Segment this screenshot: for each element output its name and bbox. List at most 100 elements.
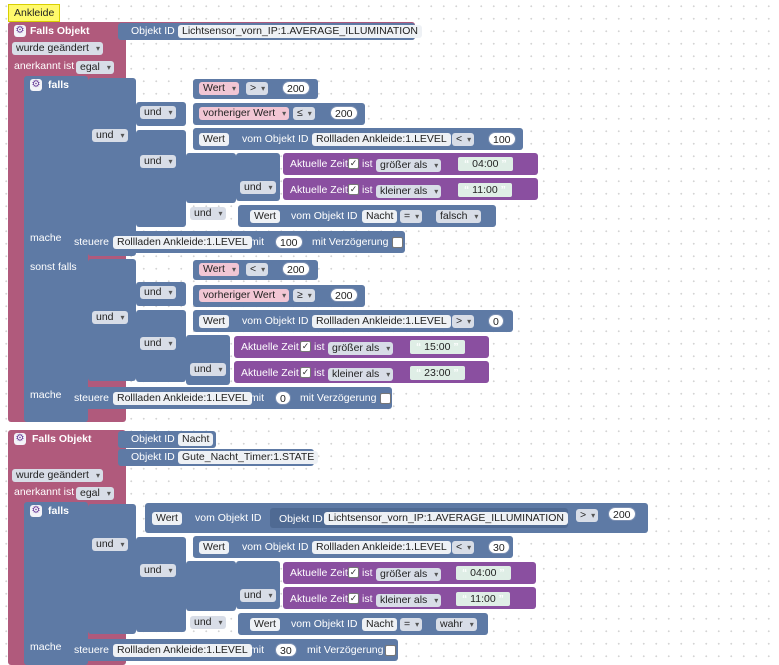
gear-icon[interactable]: ⚙ <box>14 25 26 37</box>
comparison-dropdown[interactable]: größer als <box>376 159 442 172</box>
number-input[interactable]: 0 <box>275 391 291 405</box>
comparison-dropdown[interactable]: größer als <box>328 342 394 355</box>
object-id-field[interactable]: Rollladen Ankleide:1.LEVEL <box>312 315 451 328</box>
logic-and-dropdown[interactable]: und <box>140 106 176 119</box>
ack-dropdown[interactable]: egal <box>76 487 114 500</box>
value-field[interactable]: Wert <box>152 512 182 525</box>
number-input[interactable]: 200 <box>330 288 358 302</box>
logic-and-dropdown[interactable]: und <box>92 129 128 142</box>
checkbox-icon[interactable]: ✓ <box>348 184 359 195</box>
workspace-title[interactable]: Ankleide <box>8 4 61 22</box>
time-input[interactable]: “ 15:00 ” <box>410 340 465 354</box>
from-object-label: vom Objekt ID <box>291 210 358 222</box>
object-id-field[interactable]: Rollladen Ankleide:1.LEVEL <box>113 392 252 405</box>
logic-and-dropdown[interactable]: und <box>140 337 176 350</box>
mache-label: mache <box>30 232 62 244</box>
value-field[interactable]: Wert <box>199 541 229 554</box>
previous-value-dropdown[interactable]: vorheriger Wert <box>199 107 290 120</box>
number-input[interactable]: 200 <box>282 81 310 95</box>
boolean-dropdown[interactable]: falsch <box>436 210 482 223</box>
checkbox-icon[interactable]: ✓ <box>300 341 311 352</box>
objekt-id-label: Objekt ID <box>279 513 323 525</box>
from-object-label: vom Objekt ID <box>291 618 358 630</box>
number-input[interactable]: 100 <box>488 132 516 146</box>
gear-icon[interactable]: ⚙ <box>14 433 26 445</box>
operator-dropdown[interactable]: = <box>400 618 423 631</box>
operator-dropdown[interactable]: > <box>452 315 475 328</box>
object-id-field[interactable]: Rollladen Ankleide:1.LEVEL <box>113 644 252 657</box>
operator-dropdown[interactable]: > <box>246 82 269 95</box>
gear-icon[interactable]: ⚙ <box>30 79 42 91</box>
operator-dropdown[interactable]: ≤ <box>293 107 315 120</box>
logic-and-dropdown[interactable]: und <box>92 311 128 324</box>
object-id-field[interactable]: Rollladen Ankleide:1.LEVEL <box>312 541 451 554</box>
logic-and-dropdown[interactable]: und <box>92 538 128 551</box>
comparison-dropdown[interactable]: größer als <box>376 568 442 581</box>
with-label: mit <box>250 392 264 404</box>
previous-value-dropdown[interactable]: vorheriger Wert <box>199 289 290 302</box>
operator-dropdown[interactable]: < <box>246 263 269 276</box>
object-id-field[interactable]: Lichtsensor_vorn_IP:1.AVERAGE_ILLUMINATI… <box>324 512 568 525</box>
operator-dropdown[interactable]: < <box>452 133 475 146</box>
time-input[interactable]: “ 04:00 ” <box>458 157 513 171</box>
logic-and-dropdown[interactable]: und <box>140 564 176 577</box>
operator-dropdown[interactable]: < <box>452 541 475 554</box>
logic-and-dropdown[interactable]: und <box>240 589 276 602</box>
ist-label: ist <box>362 184 373 196</box>
delay-checkbox[interactable] <box>385 645 396 656</box>
comparison-dropdown[interactable]: kleiner als <box>376 594 442 607</box>
operator-dropdown[interactable]: ≥ <box>293 289 315 302</box>
mache-label: mache <box>30 389 62 401</box>
checkbox-icon[interactable]: ✓ <box>348 567 359 578</box>
object-id-field[interactable]: Lichtsensor_vorn_IP:1.AVERAGE_ILLUMINATI… <box>178 25 422 38</box>
delay-checkbox[interactable] <box>380 393 391 404</box>
ack-dropdown[interactable]: egal <box>76 61 114 74</box>
object-id-field[interactable]: Nacht <box>362 618 398 631</box>
number-input[interactable]: 100 <box>275 235 303 249</box>
value-dropdown[interactable]: Wert <box>199 82 239 95</box>
comparison-dropdown[interactable]: kleiner als <box>328 368 394 381</box>
boolean-dropdown[interactable]: wahr <box>436 618 477 631</box>
number-input[interactable]: 200 <box>282 262 310 276</box>
delay-checkbox[interactable] <box>392 237 403 248</box>
value-field[interactable]: Wert <box>250 618 280 631</box>
gear-icon[interactable]: ⚙ <box>30 505 42 517</box>
logic-and-dropdown[interactable]: und <box>240 181 276 194</box>
objekt-id-label: Objekt ID <box>131 25 175 37</box>
value-field[interactable]: Wert <box>199 315 229 328</box>
trigger-mode-dropdown[interactable]: wurde geändert <box>12 469 103 482</box>
operator-dropdown[interactable]: = <box>400 210 423 223</box>
comparison-dropdown[interactable]: kleiner als <box>376 185 442 198</box>
ist-label: ist <box>362 567 373 579</box>
number-input[interactable]: 0 <box>488 314 504 328</box>
checkbox-icon[interactable]: ✓ <box>348 593 359 604</box>
value-field[interactable]: Wert <box>250 210 280 223</box>
from-object-label: vom Objekt ID <box>242 541 309 553</box>
objekt-id-label: Objekt ID <box>131 433 175 445</box>
number-input[interactable]: 30 <box>488 540 510 554</box>
logic-and-dropdown[interactable]: und <box>140 155 176 168</box>
number-input[interactable]: 30 <box>275 643 297 657</box>
object-id-field[interactable]: Nacht <box>362 210 398 223</box>
number-input[interactable]: 200 <box>608 507 636 521</box>
checkbox-icon[interactable]: ✓ <box>300 367 311 378</box>
logic-and-dropdown[interactable]: und <box>190 616 226 629</box>
number-input[interactable]: 200 <box>330 106 358 120</box>
logic-and-dropdown[interactable]: und <box>190 207 226 220</box>
time-input[interactable]: “ 23:00 ” <box>410 366 465 380</box>
object-id-field[interactable]: Nacht <box>178 433 214 446</box>
from-object-label: vom Objekt ID <box>242 315 309 327</box>
object-id-field[interactable]: Gute_Nacht_Timer:1.STATE <box>178 451 319 464</box>
trigger-mode-dropdown[interactable]: wurde geändert <box>12 42 103 55</box>
value-dropdown[interactable]: Wert <box>199 263 239 276</box>
time-input[interactable]: “ 04:00 ” <box>456 566 511 580</box>
logic-and-dropdown[interactable]: und <box>140 286 176 299</box>
checkbox-icon[interactable]: ✓ <box>348 158 359 169</box>
time-input[interactable]: “ 11:00 ” <box>458 183 512 197</box>
object-id-field[interactable]: Rollladen Ankleide:1.LEVEL <box>312 133 451 146</box>
object-id-field[interactable]: Rollladen Ankleide:1.LEVEL <box>113 236 252 249</box>
logic-and-dropdown[interactable]: und <box>190 363 226 376</box>
time-input[interactable]: “ 11:00 ” <box>456 592 510 606</box>
operator-dropdown[interactable]: > <box>576 509 599 522</box>
value-field[interactable]: Wert <box>199 133 229 146</box>
